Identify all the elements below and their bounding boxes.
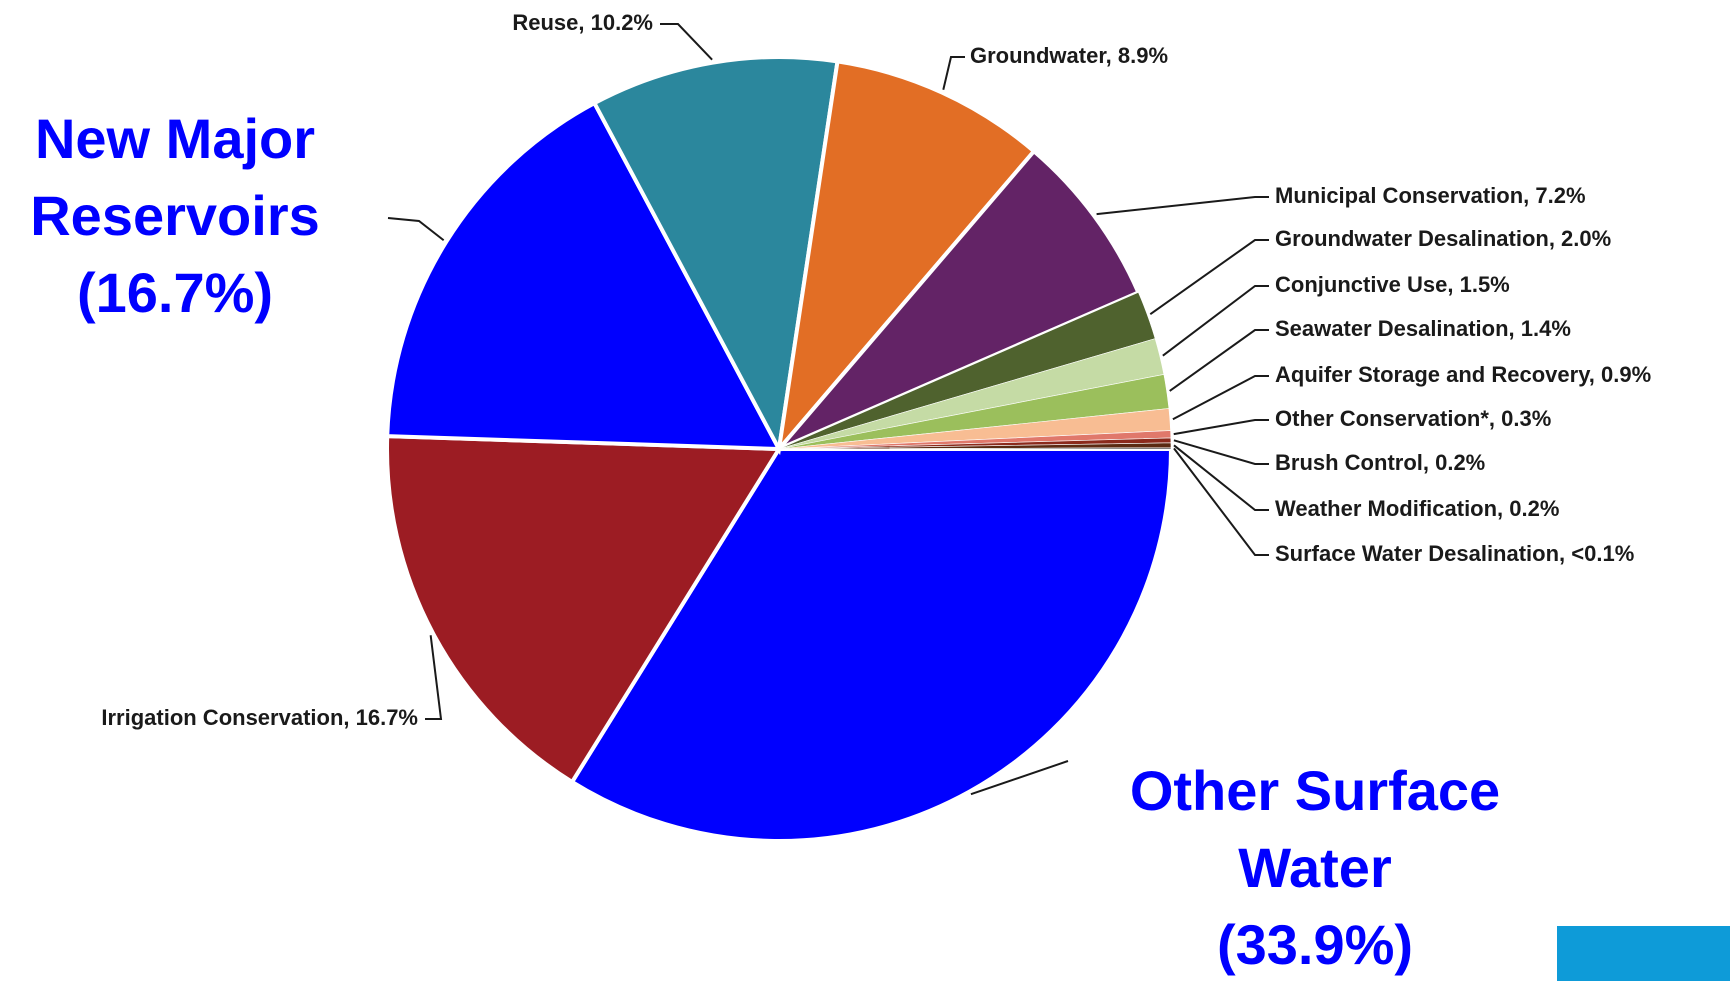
slice-label: New Major (35, 107, 315, 170)
slice-label: Other Conservation*, 0.3% (1275, 406, 1551, 431)
leader-line (387, 217, 445, 242)
slice-label: (16.7%) (77, 261, 273, 324)
slice-label: Reuse, 10.2% (512, 10, 653, 35)
leader-line (1173, 447, 1269, 556)
slice-label: Brush Control, 0.2% (1275, 450, 1485, 475)
pie-slice (569, 447, 1174, 843)
slice-label: Other Surface (1130, 759, 1500, 822)
leader-line (425, 635, 443, 720)
slice-label: Reservoirs (30, 184, 320, 247)
slice-label: Irrigation Conservation, 16.7% (101, 705, 418, 730)
leader-line (660, 23, 713, 61)
leader-line (1169, 329, 1269, 392)
leader-line (1162, 285, 1269, 357)
slice-label: Seawater Desalination, 1.4% (1275, 316, 1571, 341)
leader-line (1173, 444, 1269, 511)
pie-slice (778, 447, 1172, 450)
slice-label: Aquifer Storage and Recovery, 0.9% (1275, 362, 1651, 387)
leader-line (1096, 196, 1269, 216)
slice-label: Groundwater Desalination, 2.0% (1275, 226, 1611, 251)
pie-slice (385, 100, 783, 452)
pie-slice (777, 148, 1142, 451)
leader-line (1173, 419, 1269, 436)
slice-label: Water (1238, 836, 1392, 899)
leader-line (1172, 375, 1269, 421)
slice-label: Weather Modification, 0.2% (1275, 496, 1559, 521)
slice-label: Conjunctive Use, 1.5% (1275, 272, 1510, 297)
slice-label: Groundwater, 8.9% (970, 43, 1168, 68)
leader-line (942, 56, 965, 91)
pie-slice (775, 59, 1037, 456)
leader-line (1149, 239, 1269, 316)
leader-line (1173, 439, 1269, 465)
leader-line (970, 760, 1069, 796)
corner-block (1557, 926, 1730, 981)
slice-label: Municipal Conservation, 7.2% (1275, 183, 1586, 208)
pie-slice (385, 434, 783, 785)
slice-label: Surface Water Desalination, <0.1% (1275, 541, 1634, 566)
slice-label: (33.9%) (1217, 913, 1413, 976)
pie-slice (591, 55, 840, 456)
